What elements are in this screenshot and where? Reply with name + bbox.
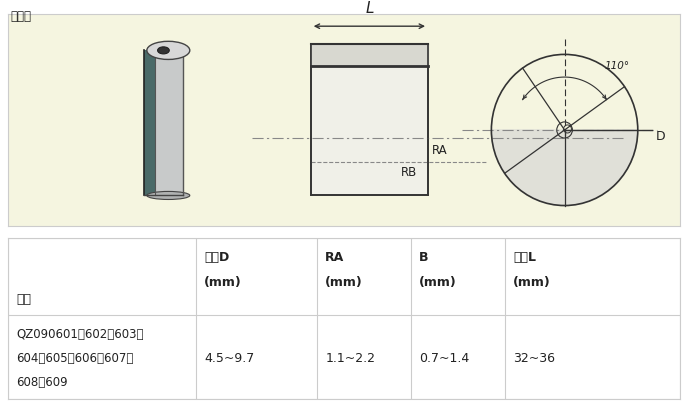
- Text: 外径D: 外径D: [204, 251, 230, 264]
- Ellipse shape: [147, 191, 190, 199]
- Text: 枪铰刀: 枪铰刀: [10, 10, 32, 23]
- Polygon shape: [144, 50, 155, 195]
- Text: B: B: [419, 251, 429, 264]
- Text: 32~36: 32~36: [513, 352, 555, 365]
- Text: 0.7~1.4: 0.7~1.4: [419, 352, 469, 365]
- Text: (mm): (mm): [204, 276, 242, 289]
- Polygon shape: [491, 130, 638, 206]
- Ellipse shape: [147, 42, 190, 59]
- Text: (mm): (mm): [325, 276, 363, 289]
- Polygon shape: [311, 44, 428, 66]
- Text: 604、605、606、607、: 604、605、606、607、: [17, 352, 133, 365]
- Ellipse shape: [158, 47, 169, 54]
- Text: 1.1~2.2: 1.1~2.2: [325, 352, 375, 365]
- Text: L: L: [365, 1, 374, 16]
- Text: RA: RA: [325, 251, 345, 264]
- Text: (mm): (mm): [513, 276, 551, 289]
- Text: (mm): (mm): [419, 276, 457, 289]
- Text: 长度L: 长度L: [513, 251, 536, 264]
- Text: RB: RB: [400, 166, 417, 179]
- Text: QZ090601、602、603、: QZ090601、602、603、: [17, 328, 144, 341]
- Bar: [311, 44, 428, 195]
- Polygon shape: [155, 50, 183, 195]
- Text: 4.5~9.7: 4.5~9.7: [204, 352, 255, 365]
- Text: 型号: 型号: [17, 293, 32, 305]
- Text: 110°: 110°: [605, 61, 630, 71]
- Text: RA: RA: [432, 143, 447, 157]
- Text: D: D: [656, 129, 665, 143]
- Text: 608、609: 608、609: [17, 376, 68, 389]
